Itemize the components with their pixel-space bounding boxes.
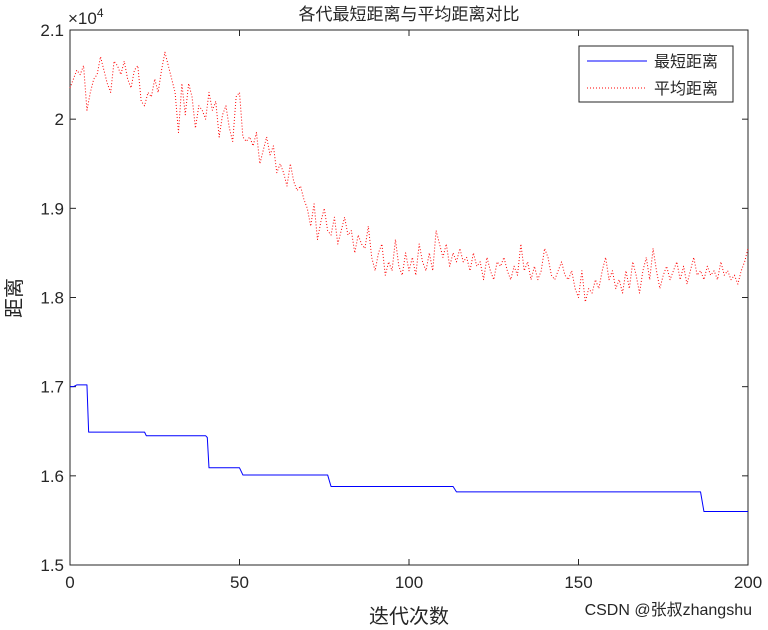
x-axis-label: 迭代次数 (369, 605, 449, 628)
y-tick-label: 2 (55, 110, 64, 129)
series-line-average-distance (69, 51, 749, 303)
x-tick-label: 200 (734, 573, 762, 592)
y-axis: 1.5 1.6 1.7 1.8 1.9 2 2.1 (40, 21, 748, 575)
series-line-shortest-distance (70, 384, 748, 512)
y-axis-label: 距离 (3, 278, 26, 318)
y-tick-label: 1.9 (40, 199, 64, 218)
legend-box (578, 45, 734, 103)
legend: 最短距离 平均距离 (578, 45, 734, 103)
x-tick-label: 50 (230, 573, 249, 592)
legend-label-shortest: 最短距离 (654, 53, 718, 71)
chart-title: 各代最短距离与平均距离对比 (299, 5, 520, 24)
y-exponent-power: 4 (97, 6, 104, 20)
x-tick-label: 150 (564, 573, 592, 592)
svg-text:×104: ×104 (68, 6, 104, 28)
series-layer (69, 51, 749, 512)
axes-box (69, 29, 749, 566)
plot-area: 0 50 100 150 200 1.5 1.6 1.7 1.8 1.9 2 2.1 (40, 21, 762, 592)
y-tick-label: 1.6 (40, 467, 64, 486)
y-tick-label: 2.1 (40, 21, 64, 40)
legend-label-average: 平均距离 (654, 80, 718, 98)
x-tick-label: 100 (395, 573, 423, 592)
y-exponent-base: ×10 (68, 9, 97, 28)
x-axis: 0 50 100 150 200 (65, 30, 762, 592)
y-tick-label: 1.7 (40, 378, 64, 397)
y-tick-label: 1.5 (40, 556, 64, 575)
y-exponent-label: ×104 (68, 6, 104, 28)
x-tick-label: 0 (65, 573, 74, 592)
watermark: CSDN @张叔zhangshu (585, 601, 752, 619)
y-tick-label: 1.8 (40, 289, 64, 308)
